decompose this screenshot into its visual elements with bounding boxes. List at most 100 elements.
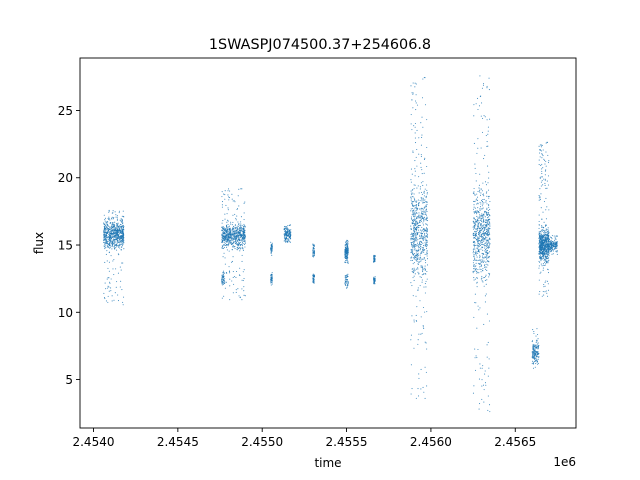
data-point — [554, 248, 556, 250]
data-point — [540, 230, 542, 232]
data-point — [113, 273, 115, 276]
data-point — [425, 197, 427, 199]
data-point — [475, 230, 477, 232]
data-point — [425, 214, 427, 216]
data-point — [104, 243, 106, 245]
data-point — [546, 280, 549, 282]
data-point — [238, 225, 240, 227]
data-point — [411, 388, 413, 390]
data-point — [539, 188, 541, 190]
data-point — [414, 246, 416, 248]
data-point — [418, 192, 420, 194]
data-point — [482, 198, 484, 201]
data-point — [373, 280, 375, 282]
data-point — [420, 252, 422, 254]
data-point — [239, 231, 241, 233]
data-point — [417, 287, 419, 289]
data-point — [481, 205, 483, 207]
data-point — [410, 168, 413, 170]
data-point — [548, 259, 550, 261]
data-point — [221, 204, 223, 206]
data-point — [472, 237, 475, 239]
data-point — [313, 247, 315, 249]
data-point — [106, 241, 108, 243]
data-point — [232, 200, 234, 202]
data-point — [225, 281, 227, 283]
data-point — [539, 177, 541, 179]
data-point — [544, 237, 546, 239]
data-point — [544, 281, 546, 283]
data-point — [472, 252, 474, 254]
data-point — [486, 207, 488, 209]
data-point — [422, 222, 424, 224]
data-point — [415, 102, 417, 104]
data-point — [473, 385, 475, 387]
data-point — [485, 225, 488, 227]
data-point — [484, 247, 486, 249]
data-point — [540, 263, 542, 265]
data-point — [426, 236, 429, 238]
data-point — [110, 287, 112, 289]
data-point — [412, 277, 414, 279]
data-point — [225, 229, 227, 231]
data-point — [228, 197, 231, 199]
data-point — [480, 230, 482, 232]
data-point — [473, 212, 476, 214]
data-point — [347, 244, 349, 246]
data-point — [422, 236, 424, 238]
data-point — [489, 200, 491, 203]
data-point — [478, 222, 480, 224]
data-point — [112, 235, 115, 237]
data-point — [232, 292, 234, 294]
data-point — [540, 246, 542, 248]
data-point — [423, 211, 425, 213]
data-point — [236, 208, 239, 210]
data-point — [540, 185, 542, 187]
data-point — [419, 186, 421, 188]
data-point — [545, 224, 547, 226]
data-point — [413, 205, 415, 208]
data-point — [533, 347, 535, 350]
data-point — [419, 235, 421, 238]
data-point — [234, 245, 236, 247]
data-point — [479, 201, 481, 203]
data-point — [422, 202, 425, 204]
data-point — [426, 240, 428, 242]
x-tick-label: 2.4550 — [241, 435, 283, 449]
data-point — [476, 193, 478, 195]
data-point — [481, 243, 483, 245]
data-point — [413, 230, 415, 232]
data-point — [243, 226, 245, 228]
data-point — [103, 239, 105, 241]
data-point — [426, 165, 428, 168]
data-point — [489, 118, 491, 120]
data-point — [242, 238, 244, 240]
data-point — [479, 217, 481, 219]
data-point — [119, 266, 121, 268]
data-point — [112, 268, 114, 270]
data-point — [122, 234, 124, 236]
data-point — [544, 163, 546, 165]
data-point — [416, 250, 418, 252]
data-point — [285, 237, 287, 239]
data-point — [110, 231, 112, 233]
data-point — [105, 253, 107, 256]
data-point — [538, 239, 540, 241]
data-point — [486, 260, 488, 262]
data-point — [225, 240, 227, 242]
data-point — [231, 249, 233, 251]
data-point — [418, 222, 421, 224]
data-point — [426, 217, 428, 219]
data-point — [312, 248, 314, 250]
data-point — [485, 192, 487, 194]
data-point — [484, 210, 486, 213]
data-point — [474, 244, 476, 246]
data-point — [540, 271, 542, 273]
data-point — [241, 254, 243, 256]
data-point — [411, 129, 413, 131]
data-point — [104, 219, 106, 221]
data-point — [531, 341, 533, 343]
data-point — [113, 229, 115, 231]
data-point — [489, 218, 491, 220]
data-point — [346, 285, 348, 287]
